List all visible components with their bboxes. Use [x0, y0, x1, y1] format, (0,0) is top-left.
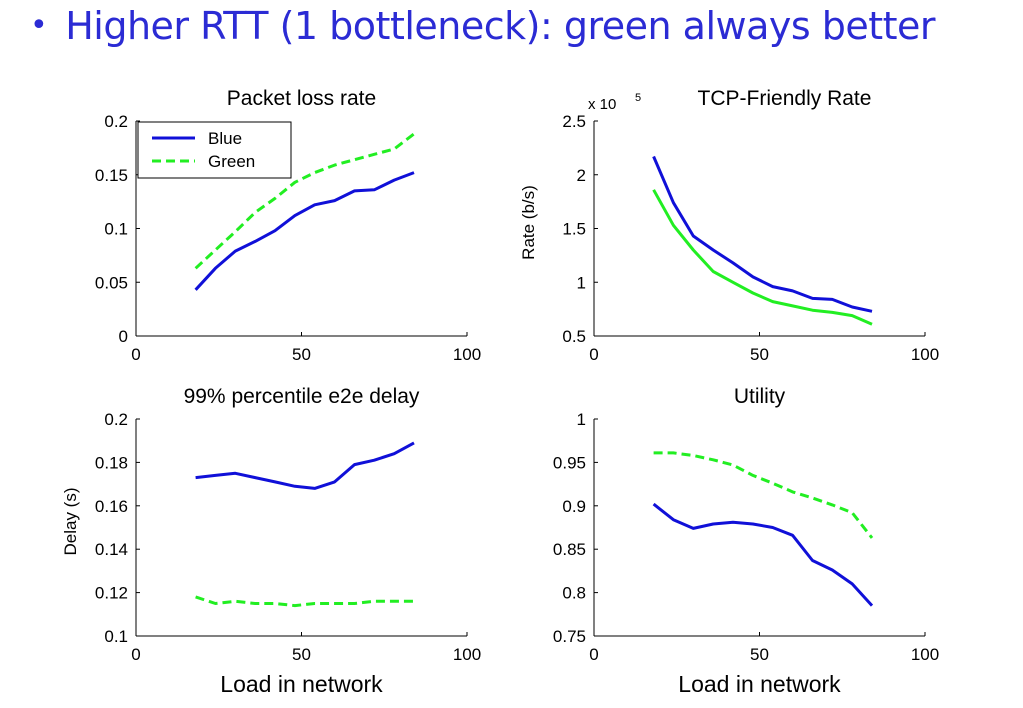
- bullet-icon: •: [30, 8, 48, 43]
- y-tick-label: 1: [577, 410, 586, 429]
- y-tick-label: 0.8: [562, 584, 586, 603]
- series-line-green: [652, 189, 873, 326]
- y-tick-label: 0.18: [95, 453, 128, 472]
- y-tick-label: 2: [577, 166, 586, 185]
- y-tick-label: 0.95: [553, 453, 586, 472]
- series-line-blue: [652, 502, 874, 607]
- y-tick-label: 0.14: [95, 540, 128, 559]
- legend-box: [137, 121, 292, 179]
- series-line-blue: [194, 171, 415, 291]
- y-tick-label: 0.16: [95, 497, 128, 516]
- chart-utility: 0.75 0.8 0.85 0.9 0.95 1 0 50 100 Utility Load in …: [553, 385, 939, 697]
- legend-entry: Blue: [208, 129, 242, 148]
- y-tick-label: 0.1: [104, 627, 128, 646]
- chart-title: Utility: [734, 385, 786, 408]
- slide-title: • Higher RTT (1 bottleneck): green always…: [30, 4, 936, 48]
- x-tick-label: 0: [589, 645, 598, 664]
- x-tick-label: 50: [750, 645, 769, 664]
- chart-loss: 0 0.05 0.1 0.15 0.2 0 50 100 Packet loss rate Blu…: [95, 87, 481, 364]
- x-axis-label: Load in network: [678, 671, 841, 697]
- x-tick-label: 0: [131, 645, 140, 664]
- x-tick-label: 100: [453, 345, 481, 364]
- y-tick-label: 0.05: [95, 273, 128, 292]
- chart-title: Packet loss rate: [227, 87, 376, 110]
- y-tick-label: 0.2: [104, 112, 128, 131]
- y-tick-label: 0.9: [562, 497, 586, 516]
- slide-title-text: Higher RTT (1 bottleneck): green always …: [65, 4, 936, 48]
- y-tick-label: 0: [119, 327, 128, 346]
- x-tick-label: 50: [292, 645, 311, 664]
- x-tick-label: 0: [589, 345, 598, 364]
- x-tick-label: 100: [453, 645, 481, 664]
- y-tick-label: 1: [577, 273, 586, 292]
- y-tick-label: 0.2: [104, 410, 128, 429]
- chart-delay: 0.1 0.12 0.14 0.16 0.18 0.2 0 50 100 99% percenti…: [61, 385, 481, 697]
- x-tick-label: 50: [292, 345, 311, 364]
- y-axis-label: Delay (s): [61, 487, 80, 555]
- x-tick-label: 100: [911, 645, 939, 664]
- x-tick-label: 100: [911, 345, 939, 364]
- series-line-blue: [652, 155, 873, 313]
- y-tick-label: 0.75: [553, 627, 586, 646]
- y-tick-label: 0.5: [562, 327, 586, 346]
- chart-rate: 0.5 1 1.5 2 2.5 0 50 100 TCP-Friendly Rate x 10 5 R…: [519, 87, 939, 364]
- y-tick-label: 0.85: [553, 540, 586, 559]
- series-line-blue: [195, 441, 415, 490]
- legend-entry: Green: [208, 152, 255, 171]
- series-line-green: [653, 451, 874, 539]
- series-line-green: [195, 595, 414, 608]
- y-axis-label: Rate (b/s): [519, 185, 538, 260]
- y-tick-label: 0.12: [95, 584, 128, 603]
- x-tick-label: 50: [750, 345, 769, 364]
- exponent-label: x 10: [588, 96, 616, 113]
- x-tick-label: 0: [131, 345, 140, 364]
- y-tick-label: 2.5: [562, 112, 586, 131]
- y-tick-label: 1.5: [562, 220, 586, 239]
- y-tick-label: 0.15: [95, 166, 128, 185]
- chart-title: 99% percentile e2e delay: [184, 385, 420, 408]
- chart-title: TCP-Friendly Rate: [698, 87, 872, 110]
- y-tick-label: 0.1: [104, 220, 128, 239]
- series-line-green: [194, 132, 415, 270]
- exponent-power: 5: [635, 92, 641, 104]
- x-axis-label: Load in network: [220, 671, 383, 697]
